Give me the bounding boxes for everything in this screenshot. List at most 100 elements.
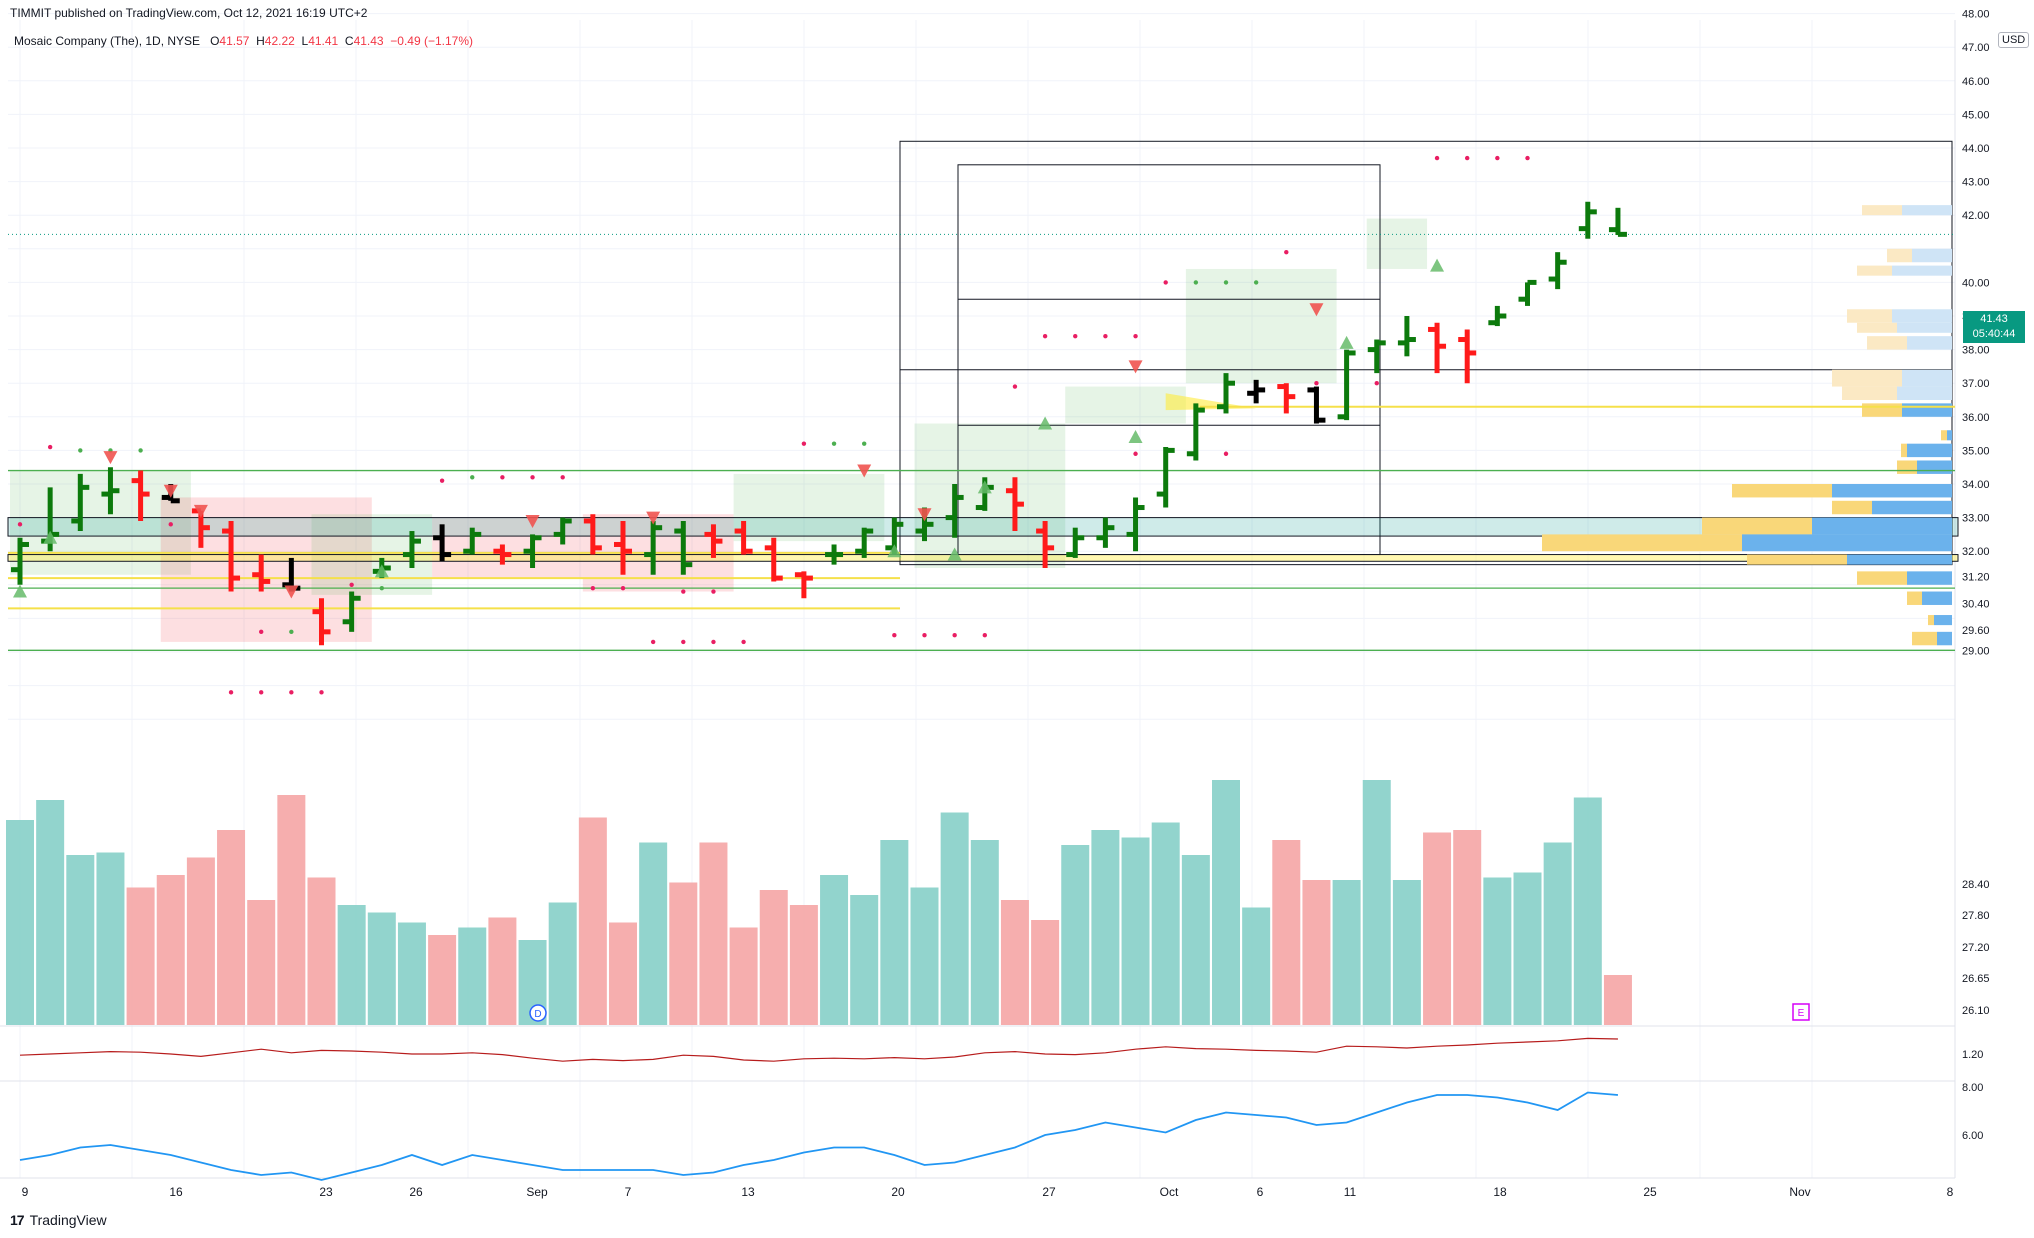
volume-bar xyxy=(156,875,185,1025)
profile-bar-buy xyxy=(1902,369,1952,387)
signal-dot xyxy=(982,633,987,638)
ohlc-bar xyxy=(1277,383,1296,414)
profile-bar-buy xyxy=(1832,484,1952,498)
buy-arrow-icon xyxy=(887,544,902,558)
profile-bar-buy xyxy=(1847,554,1952,565)
buy-arrow-icon xyxy=(1038,416,1053,430)
volume-bar xyxy=(488,917,517,1025)
volume-bar xyxy=(96,852,125,1025)
pane2-tick-label: 8.00 xyxy=(1962,1082,1983,1094)
time-tick-label: 8 xyxy=(1947,1185,1954,1199)
last-price-value: 41.43 xyxy=(1980,313,2008,325)
brand-name: TradingView xyxy=(29,1212,107,1228)
volume-bar xyxy=(247,900,276,1025)
poc-band xyxy=(7,554,1959,562)
ohlc-bar xyxy=(1428,322,1447,374)
profile-bar-buy xyxy=(1897,322,1952,333)
price-scale[interactable]: 50.0049.0048.0047.0046.0045.0044.0043.00… xyxy=(1962,0,1990,1142)
range-box-outer xyxy=(899,140,1953,566)
price-tick-label: 35.00 xyxy=(1962,445,1990,457)
time-tick-label: 6 xyxy=(1257,1185,1264,1199)
ohlc-bar xyxy=(945,484,964,538)
price-tick-label: 47.00 xyxy=(1962,42,1990,54)
publisher-line: TIMMIT published on TradingView.com, Oct… xyxy=(10,6,368,20)
volume-bar xyxy=(66,855,95,1025)
signal-dot xyxy=(289,629,294,635)
profile-bar-sell xyxy=(1857,571,1907,585)
volume-bar xyxy=(1031,920,1060,1025)
time-tick-label: Oct xyxy=(1160,1185,1179,1199)
volume-bar xyxy=(669,882,698,1025)
signal-dot xyxy=(560,475,565,480)
price-tick-label: 29.60 xyxy=(1962,625,1990,637)
bar-countdown: 05:40:44 xyxy=(1972,328,2016,340)
profile-bar-sell xyxy=(1907,591,1922,605)
sell-arrow-icon xyxy=(284,585,299,599)
ohlc-low: 41.41 xyxy=(308,34,339,48)
currency-badge[interactable]: USD xyxy=(1998,32,2030,48)
profile-bar-sell xyxy=(1832,369,1902,387)
volume-bar xyxy=(367,912,396,1025)
time-tick-label: Sep xyxy=(526,1185,548,1199)
volume-bar xyxy=(639,842,668,1025)
profile-bar-buy xyxy=(1947,430,1952,441)
sell-arrow-icon xyxy=(646,511,661,525)
indicator-line-1 xyxy=(19,1037,1618,1062)
volume-bar xyxy=(1332,880,1361,1025)
signal-dot xyxy=(1253,280,1259,285)
ohlc-bar xyxy=(1458,329,1477,384)
time-tick-label: 23 xyxy=(319,1185,333,1199)
profile-bar-buy xyxy=(1907,336,1952,350)
ohlc-bar xyxy=(1036,520,1055,568)
earnings-marker-icon xyxy=(1792,1003,1810,1021)
volume-bar xyxy=(1423,832,1452,1025)
green-zone xyxy=(733,473,885,542)
signal-dot xyxy=(138,448,143,453)
sell-arrow-icon xyxy=(103,451,118,465)
signal-dot xyxy=(681,589,686,594)
price-tick-label: 30.40 xyxy=(1962,598,1990,610)
volume-bar xyxy=(1302,880,1331,1025)
volume-bar xyxy=(880,840,909,1025)
ohlc-bar xyxy=(1608,207,1627,237)
time-tick-label: 26 xyxy=(409,1185,423,1199)
time-axis[interactable]: 9 16 23 26 Sep 7 13 20 27 Oct 6 11 18 25 Nov 8 xyxy=(22,1185,1954,1199)
time-tick-label: 11 xyxy=(1344,1185,1357,1199)
buy-arrow-icon xyxy=(977,480,992,494)
ohlc-bar xyxy=(1066,527,1085,558)
tradingview-brand[interactable]: 17 TradingView xyxy=(10,1212,107,1228)
ohlc-bar xyxy=(252,554,271,592)
signal-dot xyxy=(801,441,807,446)
price-tick-label: 34.00 xyxy=(1962,479,1990,491)
volume-bar xyxy=(1181,855,1210,1025)
ohlc-open: 41.57 xyxy=(219,34,250,48)
signal-dot xyxy=(892,633,897,638)
volume-bar xyxy=(548,902,577,1025)
ohlc-bar xyxy=(342,591,361,632)
ohlc-bar xyxy=(1307,386,1326,424)
signal-dot xyxy=(500,475,505,480)
ohlc-bar xyxy=(1156,447,1175,508)
ohlc-high-label: H xyxy=(256,34,265,48)
ohlc-bar xyxy=(1578,201,1597,239)
volume-bar xyxy=(1212,780,1240,1025)
volume-bar xyxy=(850,895,879,1025)
sell-arrow-icon xyxy=(525,514,540,528)
ohlc-bar xyxy=(855,527,874,558)
signal-dot xyxy=(168,522,173,527)
dividend-marker-icon xyxy=(529,1004,547,1022)
ohlc-bar xyxy=(1186,403,1205,461)
ohlc-bar xyxy=(1005,477,1024,532)
sell-arrow-icon xyxy=(857,464,872,478)
price-tick-label: 40.00 xyxy=(1962,277,1990,289)
volume-bar xyxy=(458,927,487,1025)
buy-arrow-icon xyxy=(1128,429,1143,443)
price-tick-label: 26.65 xyxy=(1962,973,1990,985)
symbol-legend[interactable]: Mosaic Company (The), 1D, NYSE O41.57 H4… xyxy=(14,34,473,48)
ohlc-bar xyxy=(1397,316,1416,357)
profile-bar-buy xyxy=(1934,615,1952,626)
profile-bar-buy xyxy=(1917,460,1952,474)
symbol-name: Mosaic Company (The), 1D, NYSE xyxy=(14,34,201,48)
